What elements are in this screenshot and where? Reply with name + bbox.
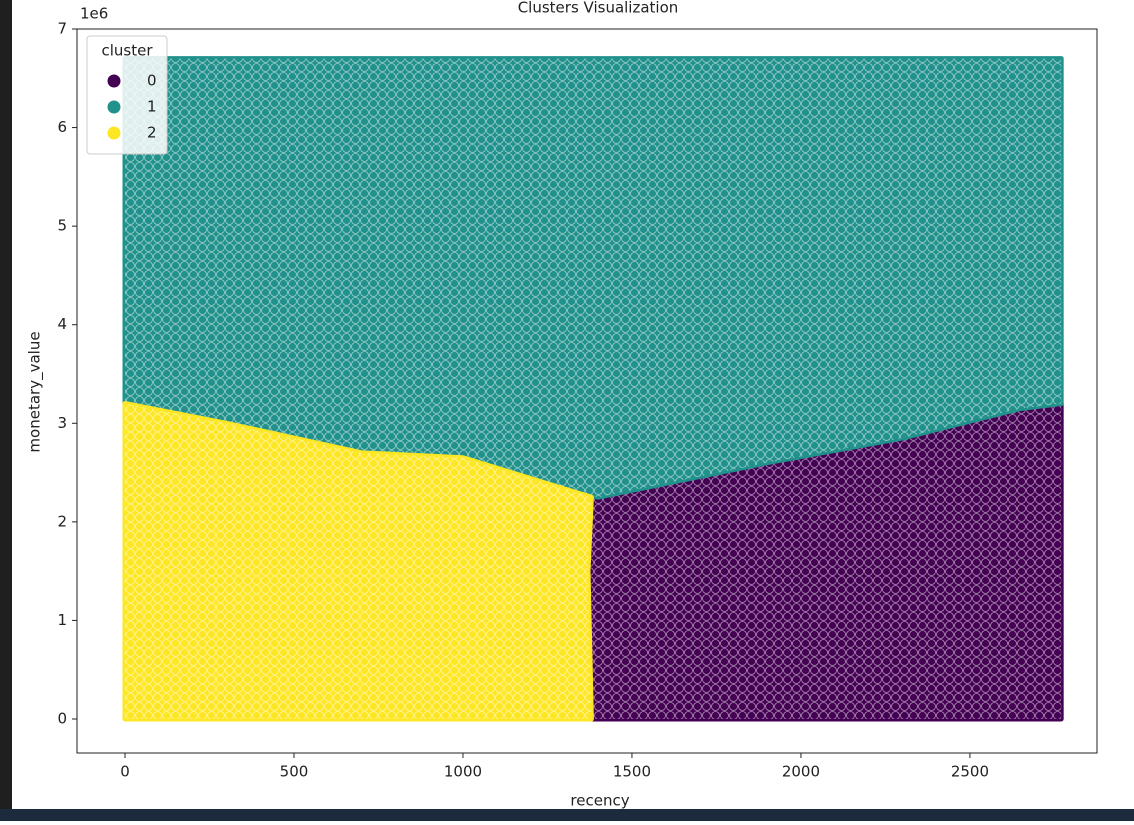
- x-tick-label: 2500: [951, 763, 989, 781]
- status-bar: [0, 809, 1134, 821]
- legend-marker: [106, 125, 122, 141]
- legend-box: [86, 35, 168, 155]
- legend-marker: [106, 73, 122, 89]
- legend-label: 0: [147, 72, 157, 90]
- x-tick-label: 0: [120, 763, 130, 781]
- x-tick-label: 1000: [444, 763, 482, 781]
- x-tick-label: 1500: [613, 763, 651, 781]
- y-tick-label: 3: [57, 414, 67, 432]
- point-texture: [124, 58, 1062, 498]
- x-tick-label: 2000: [782, 763, 820, 781]
- point-texture: [124, 403, 592, 719]
- window-edge: [0, 0, 12, 821]
- cluster-region: [122, 56, 1064, 500]
- legend-label: 1: [147, 98, 157, 116]
- y-tick-label: 6: [57, 118, 67, 136]
- y-tick-label: 7: [57, 20, 67, 38]
- y-tick-label: 1: [57, 611, 67, 629]
- y-offset-text: 1e6: [80, 5, 108, 23]
- x-axis-label: recency: [570, 792, 629, 810]
- x-tick-label: 500: [280, 763, 309, 781]
- cluster-region: [122, 401, 594, 722]
- y-tick-label: 5: [57, 217, 67, 235]
- legend: cluster 0 1 2: [86, 35, 168, 155]
- plot-area: [122, 56, 1064, 722]
- cluster-region: [585, 401, 1064, 722]
- y-tick-label: 0: [57, 709, 67, 727]
- axes-frame: [76, 28, 1098, 754]
- legend-title: cluster: [101, 42, 153, 60]
- y-tick-label: 2: [57, 512, 67, 530]
- point-texture: [588, 403, 1062, 719]
- legend-label: 2: [147, 124, 157, 142]
- legend-marker: [106, 99, 122, 115]
- y-tick-label: 4: [57, 315, 67, 333]
- chart-title: Clusters Visualization: [518, 0, 679, 17]
- y-axis-label: monetary_value: [26, 331, 45, 452]
